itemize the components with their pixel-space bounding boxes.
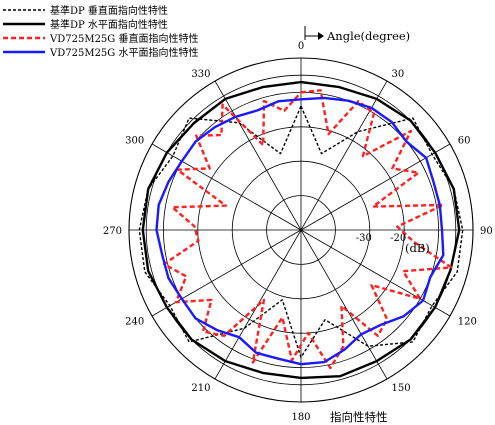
angle-axis-pointer: Angle(degree) xyxy=(304,26,410,43)
legend-label: VD725M25G 水平面指向性特性 xyxy=(49,46,198,59)
angle-tick-label: 180 xyxy=(291,412,310,423)
legend-label: VD725M25G 垂直面指向性特性 xyxy=(49,32,198,45)
angle-tick-label: 300 xyxy=(125,136,144,147)
series-line-3 xyxy=(162,89,453,370)
series-line-4 xyxy=(155,96,445,366)
radial-tick-label: -30 xyxy=(356,233,372,244)
radial-tick-labels: -30 -20 xyxy=(356,233,407,244)
legend-label: 基準DP 水平面指向性特性 xyxy=(50,18,168,31)
angle-tick-label: 210 xyxy=(191,383,210,394)
angle-tick-label: 120 xyxy=(458,317,477,328)
grid-spoke xyxy=(214,80,388,380)
angle-tick-label: 150 xyxy=(392,383,411,394)
angle-tick-label: 90 xyxy=(480,226,493,237)
legend-label: 基準DP 垂直面指向性特性 xyxy=(50,4,168,17)
series-line-2 xyxy=(141,80,461,380)
series-layer xyxy=(138,80,464,380)
radial-tick-label: -20 xyxy=(390,233,406,244)
series-line-1 xyxy=(138,105,464,358)
angle-tick-label: 240 xyxy=(125,317,144,328)
angle-tick-label: 60 xyxy=(458,136,471,147)
chart-caption-partial: 指向性特性 xyxy=(330,410,388,424)
polar-grid xyxy=(128,57,474,403)
angle-tick-label: 270 xyxy=(103,226,122,237)
angle-tick-label: 0 xyxy=(298,41,304,52)
angle-tick-label: 30 xyxy=(392,69,405,80)
angle-axis-label: Angle(degree) xyxy=(326,29,410,43)
angle-tick-labels: 0 30 60 90 120 150 180 210 240 270 300 330 xyxy=(103,41,493,423)
radial-unit-label: (dB) xyxy=(405,241,430,255)
angle-tick-label: 330 xyxy=(191,69,210,80)
